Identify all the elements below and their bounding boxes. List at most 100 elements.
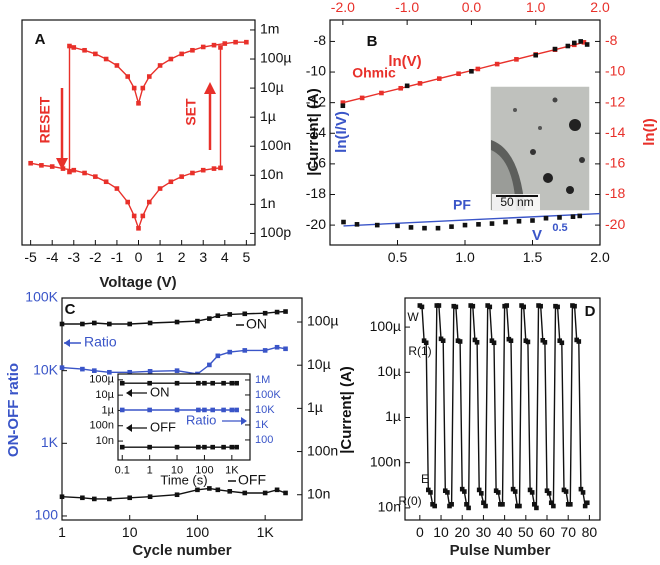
data-point — [196, 444, 201, 450]
data-point — [234, 444, 239, 450]
data-point — [202, 444, 207, 450]
y-tick-label: 1µ — [385, 408, 401, 424]
data-point — [221, 380, 226, 386]
data-point — [215, 353, 221, 359]
y-tick-label: 1K — [41, 434, 59, 450]
data-point — [466, 505, 471, 511]
annotation: ln(I/V) — [333, 111, 350, 153]
data-point — [379, 90, 384, 96]
data-point — [196, 407, 201, 413]
micrograph-part — [552, 97, 558, 103]
arrow-head — [204, 82, 216, 94]
data-point — [512, 489, 518, 494]
annotation: 0.5 — [552, 222, 567, 234]
data-point — [449, 502, 454, 507]
data-point — [190, 170, 195, 176]
data-point — [119, 380, 125, 386]
annotation: Ratio — [84, 334, 117, 350]
data-point — [359, 95, 365, 101]
y2-tick-label: 100 — [255, 434, 273, 446]
annotation: RESET — [37, 96, 53, 143]
data-point — [242, 348, 248, 353]
y2-tick-label: 10µ — [260, 79, 284, 95]
data-point — [222, 41, 228, 46]
x-tick-label: 0.5 — [388, 249, 408, 265]
y-tick-label: 100µ — [370, 318, 401, 334]
data-point — [557, 215, 562, 220]
x-tick-label: 1 — [156, 249, 164, 265]
micrograph-part — [530, 149, 536, 155]
x-tick-label: 100 — [186, 524, 210, 540]
y-tick-label: -12 — [306, 93, 326, 109]
data-point — [408, 225, 414, 230]
data-point — [283, 346, 288, 352]
data-point — [234, 380, 239, 386]
data-point — [514, 57, 519, 62]
data-point — [546, 491, 552, 496]
data-point — [207, 316, 212, 321]
data-point — [464, 502, 469, 507]
data-point — [571, 40, 577, 46]
axis-title: ON-OFF ratio — [5, 363, 22, 457]
data-point — [211, 42, 217, 48]
data-point — [479, 491, 484, 496]
arrow-head — [56, 158, 68, 170]
data-point — [207, 486, 212, 491]
data-point — [146, 74, 152, 79]
y2-tick-label: 100n — [260, 137, 291, 153]
x2-tick-label: 1.0 — [526, 0, 546, 15]
data-point — [543, 215, 549, 221]
data-point — [527, 487, 533, 493]
data-point — [229, 407, 235, 413]
data-point — [136, 100, 141, 106]
data-point — [71, 45, 77, 50]
annotation: Ratio — [186, 412, 216, 427]
data-point — [555, 304, 560, 310]
data-point — [489, 221, 495, 226]
data-point — [242, 490, 248, 496]
data-point — [440, 338, 446, 343]
x-tick-label: -1 — [111, 249, 124, 265]
annotation: OFF — [238, 472, 266, 488]
axis-title: ln(I) — [641, 118, 658, 146]
y2-tick-label: 100µ — [260, 50, 291, 66]
data-point — [510, 486, 516, 492]
data-point — [580, 490, 586, 495]
axis-title: |Current| (A) — [305, 88, 322, 176]
data-point — [114, 63, 120, 68]
y2-tick-label: 10n — [260, 166, 283, 182]
x-tick-label: 10 — [433, 524, 449, 540]
x-tick-label: 2.0 — [590, 249, 610, 265]
data-point — [140, 85, 146, 91]
micrograph-part — [538, 126, 542, 130]
data-point — [174, 319, 180, 325]
y-tick-label: 10K — [33, 361, 59, 377]
x-tick-label: 80 — [582, 524, 598, 540]
y2-tick-label: 100p — [260, 224, 291, 240]
data-point — [548, 500, 554, 506]
data-point — [71, 167, 77, 173]
data-point — [147, 407, 152, 413]
annotation: ON — [246, 316, 267, 332]
data-point — [202, 407, 207, 413]
x-tick-label: 30 — [476, 524, 492, 540]
data-point — [125, 74, 131, 79]
data-point — [457, 339, 463, 344]
data-point — [481, 500, 486, 506]
y-tick-label: 100n — [370, 453, 401, 469]
data-point — [262, 348, 268, 353]
data-point — [459, 486, 465, 492]
data-point — [215, 313, 221, 319]
data-point — [49, 164, 55, 169]
micrograph-part — [513, 108, 517, 112]
data-point — [495, 490, 501, 495]
y2-tick-label: -16 — [605, 155, 625, 171]
arrow-head — [64, 339, 70, 347]
data-point — [60, 166, 66, 171]
data-point — [92, 496, 97, 502]
data-point — [491, 340, 497, 346]
y2-tick-label: -8 — [605, 32, 618, 48]
data-point — [426, 487, 431, 493]
data-point — [103, 56, 109, 62]
